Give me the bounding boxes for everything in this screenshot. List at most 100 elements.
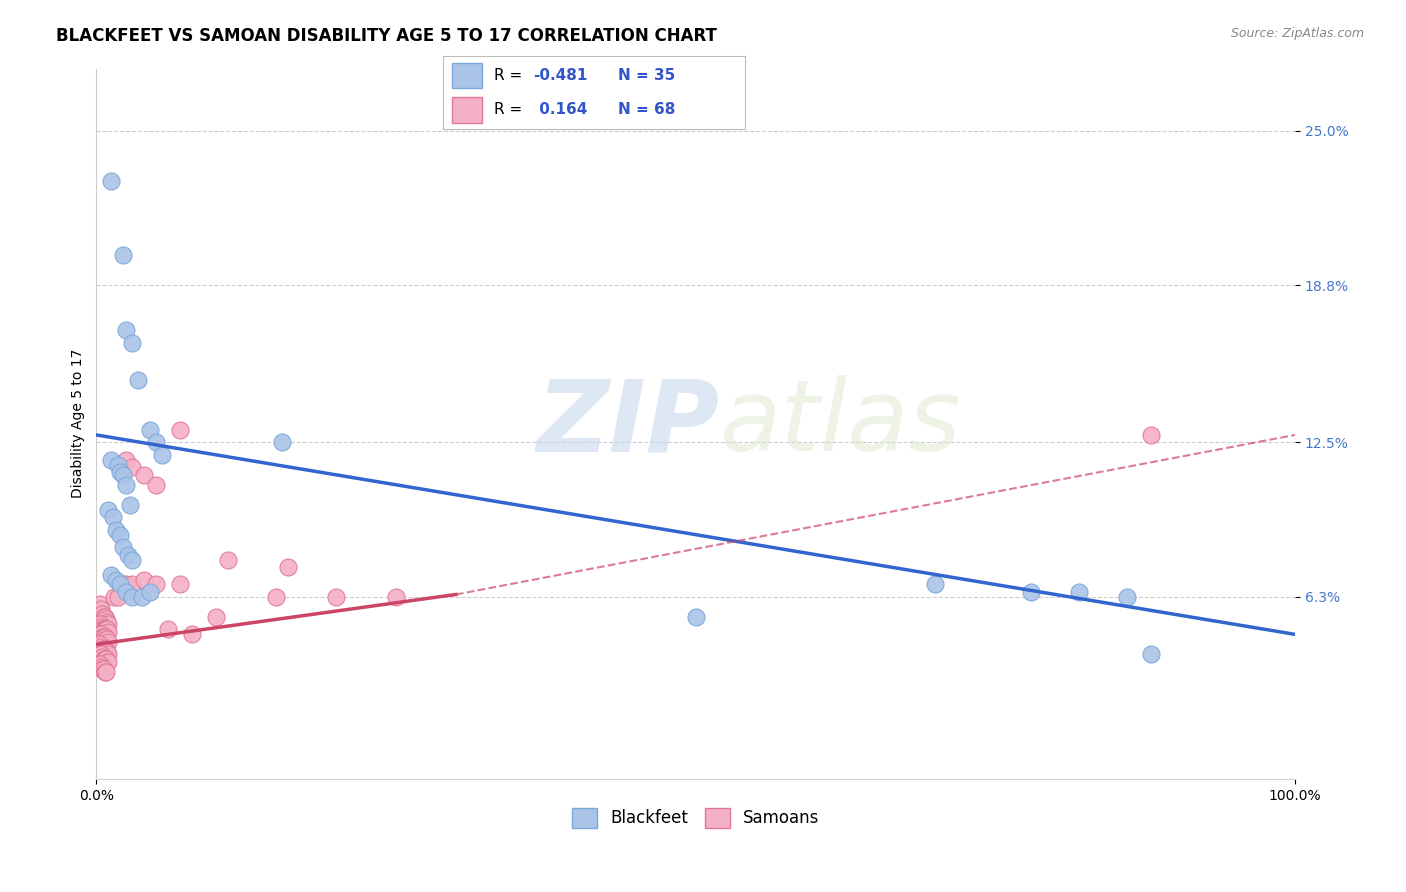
Point — [93, 665, 115, 679]
Point — [181, 627, 204, 641]
Y-axis label: Disability Age 5 to 17: Disability Age 5 to 17 — [72, 349, 86, 499]
Point — [127, 373, 149, 387]
Point — [1140, 648, 1163, 662]
Text: atlas: atlas — [720, 376, 962, 472]
Point — [111, 248, 134, 262]
Point — [111, 540, 134, 554]
Point — [131, 590, 153, 604]
Point — [97, 635, 120, 649]
Point — [139, 423, 162, 437]
Point — [111, 577, 134, 591]
Point — [96, 615, 118, 629]
Point — [90, 602, 112, 616]
Point — [89, 598, 111, 612]
Point — [115, 453, 138, 467]
Point — [93, 630, 115, 644]
Point — [97, 648, 120, 662]
Point — [100, 174, 122, 188]
Point — [1069, 585, 1091, 599]
Point — [96, 645, 118, 659]
Text: R =: R = — [495, 102, 527, 117]
Point — [145, 477, 167, 491]
Point — [91, 607, 114, 622]
Point — [97, 624, 120, 639]
Point — [107, 590, 129, 604]
Point — [145, 577, 167, 591]
Point — [90, 620, 112, 634]
Point — [115, 577, 138, 591]
Point — [97, 655, 120, 669]
Text: BLACKFEET VS SAMOAN DISABILITY AGE 5 TO 17 CORRELATION CHART: BLACKFEET VS SAMOAN DISABILITY AGE 5 TO … — [56, 27, 717, 45]
Point — [94, 665, 117, 679]
Point — [89, 627, 111, 641]
Point — [121, 577, 143, 591]
Point — [90, 640, 112, 654]
Point — [90, 627, 112, 641]
Point — [94, 623, 117, 637]
Point — [94, 652, 117, 666]
Point — [264, 590, 287, 604]
Point — [91, 662, 114, 676]
Point — [134, 467, 156, 482]
Point — [121, 590, 143, 604]
Point — [110, 577, 132, 591]
Point — [115, 585, 138, 599]
Point — [96, 655, 118, 669]
Point — [134, 573, 156, 587]
Point — [685, 610, 707, 624]
Text: 0.164: 0.164 — [534, 102, 586, 117]
Point — [93, 642, 115, 657]
Point — [93, 610, 115, 624]
Point — [150, 448, 173, 462]
Point — [97, 617, 120, 632]
Point — [169, 423, 191, 437]
Point — [217, 552, 239, 566]
Point — [89, 637, 111, 651]
Text: N = 35: N = 35 — [619, 69, 675, 84]
Point — [1019, 585, 1042, 599]
Point — [91, 649, 114, 664]
Point — [205, 610, 228, 624]
Point — [1140, 428, 1163, 442]
Point — [277, 560, 299, 574]
Point — [91, 642, 114, 657]
Point — [90, 648, 112, 662]
Point — [104, 523, 127, 537]
Point — [104, 573, 127, 587]
Text: -0.481: -0.481 — [534, 69, 588, 84]
Point — [271, 435, 294, 450]
Point — [121, 460, 143, 475]
Point — [93, 623, 115, 637]
Point — [96, 623, 118, 637]
Text: R =: R = — [495, 69, 527, 84]
Point — [385, 590, 408, 604]
Point — [118, 498, 141, 512]
Point — [90, 659, 112, 673]
Point — [325, 590, 347, 604]
Point — [101, 510, 124, 524]
FancyBboxPatch shape — [451, 97, 482, 123]
Point — [121, 552, 143, 566]
Point — [117, 548, 139, 562]
Point — [924, 577, 946, 591]
Point — [89, 657, 111, 672]
Point — [110, 527, 132, 541]
Point — [93, 630, 115, 644]
Point — [115, 477, 138, 491]
Point — [100, 453, 122, 467]
Point — [93, 652, 115, 666]
Point — [111, 467, 134, 482]
FancyBboxPatch shape — [451, 62, 482, 88]
Point — [1116, 590, 1139, 604]
Point — [93, 642, 115, 657]
Point — [100, 567, 122, 582]
Point — [93, 623, 115, 637]
Point — [96, 632, 118, 647]
Legend: Blackfeet, Samoans: Blackfeet, Samoans — [565, 801, 827, 835]
Point — [94, 612, 117, 626]
Point — [110, 466, 132, 480]
Point — [139, 585, 162, 599]
Point — [115, 323, 138, 337]
Point — [93, 652, 115, 666]
Point — [103, 590, 125, 604]
